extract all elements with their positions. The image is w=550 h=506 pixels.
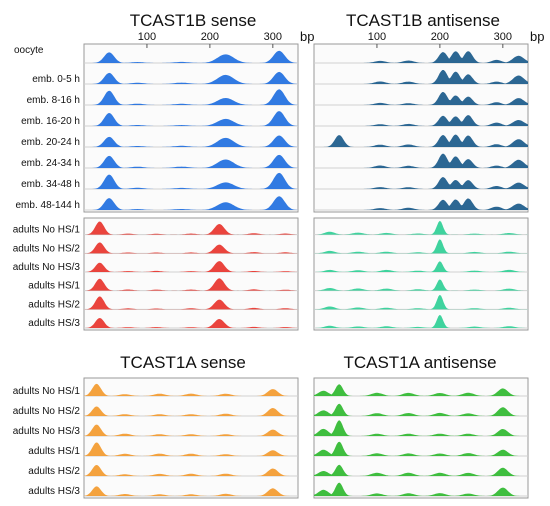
coverage-profile bbox=[314, 384, 528, 396]
panel-title: TCAST1B sense bbox=[130, 11, 257, 30]
coverage-profile bbox=[314, 70, 528, 84]
coverage-profile bbox=[84, 111, 298, 126]
track-label: emb. 48-144 h bbox=[16, 200, 81, 211]
coverage-profile bbox=[84, 406, 298, 416]
panel-title: TCAST1A sense bbox=[120, 353, 246, 372]
panel-title: TCAST1B antisense bbox=[346, 11, 500, 30]
coverage-profile bbox=[314, 198, 528, 210]
panel-6: TCAST1A antisense bbox=[313, 353, 529, 499]
panel-frame bbox=[313, 217, 529, 331]
x-tick-label: 100 bbox=[368, 31, 386, 43]
coverage-profile bbox=[314, 420, 528, 436]
coverage-profile bbox=[84, 465, 298, 476]
x-tick-label: 200 bbox=[201, 31, 219, 43]
track-label: oocyte bbox=[14, 45, 44, 56]
panel-frame bbox=[83, 43, 299, 213]
track-label: emb. 0-5 h bbox=[32, 74, 80, 85]
coverage-profile bbox=[314, 441, 528, 456]
coverage-profile bbox=[314, 279, 528, 291]
x-unit-label: bp bbox=[530, 29, 544, 44]
coverage-profile bbox=[84, 261, 298, 272]
coverage-profile bbox=[84, 71, 298, 84]
coverage-profile bbox=[314, 294, 528, 310]
coverage-profile bbox=[84, 172, 298, 189]
track-label: emb. 34-48 h bbox=[21, 179, 80, 190]
track-label: adults HS/1 bbox=[28, 281, 80, 292]
panel-frame bbox=[313, 377, 529, 499]
coverage-profile bbox=[84, 89, 298, 105]
track-label: adults HS/2 bbox=[28, 466, 80, 477]
coverage-profile bbox=[84, 135, 298, 147]
panel-3: adults No HS/1 adults No HS/2 adults No HS… bbox=[13, 217, 299, 331]
coverage-profile bbox=[314, 51, 528, 63]
coverage-profile bbox=[84, 154, 298, 168]
coverage-profile bbox=[314, 314, 528, 328]
panel-4 bbox=[313, 217, 529, 331]
track-label: adults HS/2 bbox=[28, 299, 80, 310]
coverage-profile bbox=[84, 278, 298, 291]
track-label: adults No HS/2 bbox=[13, 406, 81, 417]
track-label: adults HS/3 bbox=[28, 318, 80, 329]
track-label: emb. 16-20 h bbox=[21, 116, 80, 127]
coverage-profile bbox=[84, 383, 298, 396]
coverage-profile bbox=[314, 239, 528, 254]
track-label: adults No HS/1 bbox=[13, 386, 81, 397]
coverage-profile bbox=[84, 486, 298, 496]
x-unit-label: bp bbox=[300, 29, 314, 44]
coverage-profile bbox=[84, 221, 298, 235]
coverage-profile bbox=[314, 177, 528, 189]
track-label: emb. 20-24 h bbox=[21, 137, 80, 148]
coverage-profile bbox=[314, 261, 528, 272]
track-label: emb. 8-16 h bbox=[27, 95, 80, 106]
track-label: emb. 24-34 h bbox=[21, 158, 80, 169]
track-label: adults No HS/2 bbox=[13, 243, 81, 254]
coverage-profile bbox=[84, 318, 298, 328]
x-tick-label: 100 bbox=[138, 31, 156, 43]
track-label: adults No HS/1 bbox=[13, 225, 81, 236]
coverage-profile bbox=[314, 115, 528, 126]
track-label: adults HS/1 bbox=[28, 446, 80, 457]
coverage-profile bbox=[84, 242, 298, 254]
x-tick-label: 300 bbox=[494, 31, 512, 43]
track-label: adults No HS/3 bbox=[13, 262, 81, 273]
panel-frame bbox=[83, 377, 299, 499]
x-tick-label: 200 bbox=[431, 31, 449, 43]
coverage-profile bbox=[84, 442, 298, 456]
coverage-profile bbox=[84, 296, 298, 310]
panel-title: TCAST1A antisense bbox=[343, 353, 496, 372]
coverage-profile bbox=[314, 482, 528, 496]
panel-frame bbox=[83, 217, 299, 331]
coverage-profile bbox=[314, 403, 528, 416]
panel-5: TCAST1A sense adults No HS/1 adults No HS/… bbox=[13, 353, 299, 499]
coverage-profile bbox=[314, 220, 528, 235]
coverage-profile bbox=[84, 196, 298, 210]
x-tick-label: 300 bbox=[264, 31, 282, 43]
track-label: adults HS/3 bbox=[28, 486, 80, 497]
track-label: adults No HS/3 bbox=[13, 426, 81, 437]
panel-frame bbox=[313, 43, 529, 213]
coverage-profile bbox=[84, 424, 298, 436]
coverage-profile bbox=[84, 50, 298, 63]
coverage-profile bbox=[314, 134, 528, 147]
coverage-profile bbox=[314, 464, 528, 476]
